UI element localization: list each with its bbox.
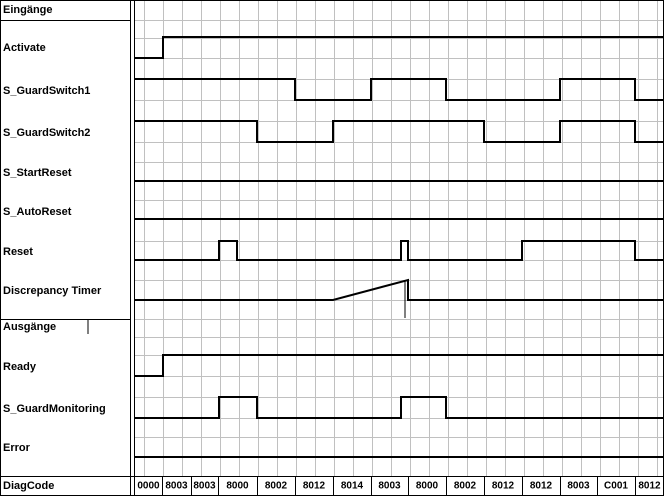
diag-code: 8000 [416,481,439,492]
diag-code: 8012 [530,481,553,492]
diag-code: 8003 [378,481,401,492]
signal-label: S_AutoReset [3,206,72,218]
signal-label: Ready [3,361,37,373]
signal-label: Reset [3,246,33,258]
diag-code: 8012 [303,481,326,492]
diag-code: 8012 [638,481,661,492]
waveforms [135,36,664,458]
diag-code: 8000 [226,481,249,492]
signal-label: Activate [3,42,46,54]
outputs-header: Ausgänge [3,321,56,333]
diagcode-label: DiagCode [3,480,54,492]
signal-label: Error [3,442,31,454]
diag-code: 8002 [265,481,288,492]
discrepancy-wave [135,278,664,301]
diag-code: 8002 [454,481,477,492]
signal-label: S_GuardSwitch2 [3,127,90,139]
guardmonitoring-wave [135,396,664,419]
diag-code: 8003 [567,481,590,492]
signal-label: S_GuardMonitoring [3,403,106,415]
signal-label: Discrepancy Timer [3,285,102,297]
signal-label: S_StartReset [3,167,72,179]
activate-wave [135,36,664,59]
diag-code: C001 [604,481,628,492]
guardswitch2-wave [135,120,664,143]
diag-code: 0000 [137,481,160,492]
diag-code: 8012 [492,481,515,492]
diag-code: 8014 [341,481,364,492]
diag-code: 8003 [193,481,216,492]
reset-wave [135,240,664,261]
signal-label: S_GuardSwitch1 [3,85,90,97]
inputs-header: Eingänge [3,4,53,16]
guardswitch1-wave [135,78,664,101]
diag-code: 8003 [165,481,188,492]
ready-wave [135,354,664,377]
